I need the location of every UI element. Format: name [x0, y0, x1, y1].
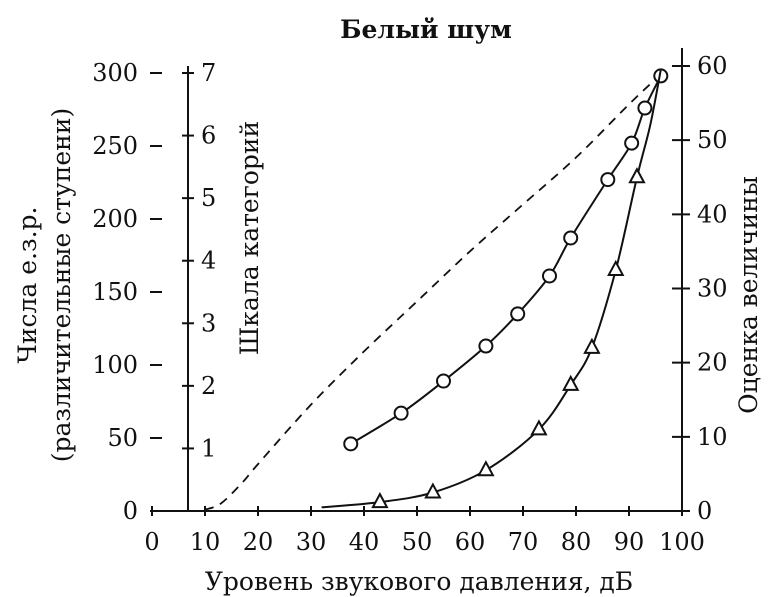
- left-axis-tick-label: 200: [92, 205, 138, 233]
- right-axis-tick-label: 10: [697, 423, 728, 451]
- triangle-data-point: [583, 337, 601, 354]
- right-axis-tick-label: 20: [697, 349, 728, 377]
- x-axis-ticks: 0 10 20 30 40 50 60 70 80 90 100: [144, 506, 705, 556]
- circle-data-point: [393, 405, 409, 421]
- right-axis-tick-label: 40: [697, 200, 728, 228]
- category-axis-tick-label: 6: [201, 122, 216, 150]
- x-axis-tick-label: 60: [455, 528, 486, 556]
- right-axis-tick-label: 50: [697, 126, 728, 154]
- x-axis-tick-label: 90: [614, 528, 645, 556]
- triangle-data-point: [477, 460, 495, 477]
- series-right-line: [321, 69, 662, 509]
- left-axis-tick-label: 250: [92, 132, 138, 160]
- series-layer: [204, 68, 669, 511]
- triangle-data-point: [371, 491, 389, 509]
- x-axis-label: Уровень звукового давления, дБ: [205, 567, 633, 596]
- x-axis-tick-label: 50: [402, 528, 433, 556]
- left-axis-label-line2: (различительные ступени): [47, 108, 76, 463]
- triangle-data-point: [424, 482, 442, 499]
- category-axis-tick-label: 2: [201, 372, 216, 400]
- left-axis-tick-label: 0: [123, 497, 138, 525]
- x-axis-tick-label: 20: [243, 528, 274, 556]
- series-left-line: [350, 75, 662, 445]
- x-axis-tick-label: 30: [296, 528, 327, 556]
- left-axis-tick-label: 150: [92, 278, 138, 306]
- left-axis-tick-label: 100: [92, 351, 138, 379]
- left-axis-tick-label: 50: [107, 424, 138, 452]
- category-axis-tick-label: 7: [201, 59, 216, 87]
- circle-data-point: [563, 230, 579, 246]
- triangle-data-point: [562, 374, 580, 391]
- circle-data-point: [653, 68, 669, 84]
- x-axis-tick-label: 80: [561, 528, 592, 556]
- x-axis-tick-label: 40: [349, 528, 380, 556]
- category-axis-tick-label: 1: [201, 434, 216, 462]
- x-axis-tick-label: 100: [659, 528, 705, 556]
- category-axis-tick-label: 4: [201, 247, 216, 275]
- circle-data-point: [436, 373, 451, 389]
- circle-data-point: [510, 306, 526, 322]
- circle-data-point: [600, 172, 616, 188]
- chart-title: Белый шум: [340, 15, 512, 44]
- circle-data-point: [343, 436, 359, 452]
- category-axis-label: Шкала категорий: [235, 121, 264, 355]
- series-category-line: [204, 78, 657, 511]
- category-axis-tick-label: 3: [201, 309, 216, 337]
- x-axis-tick-label: 10: [190, 528, 221, 556]
- right-axis-tick-label: 30: [697, 275, 728, 303]
- circle-data-point: [624, 135, 640, 151]
- right-axis-tick-label: 0: [697, 497, 712, 525]
- right-axis-ticks: 0 10 20 30 40 50 60: [672, 52, 728, 525]
- x-axis-tick-label: 0: [144, 528, 159, 556]
- triangle-data-point: [530, 419, 548, 436]
- circle-data-point: [478, 338, 494, 354]
- left-axis-ticks: 0 50 100 150 200 250 300: [92, 59, 162, 525]
- circle-data-point: [637, 100, 653, 116]
- circle-data-point: [542, 268, 557, 284]
- triangle-data-point: [607, 259, 625, 276]
- triangle-data-point: [628, 167, 646, 184]
- category-axis-tick-label: 5: [201, 184, 216, 212]
- left-axis-tick-label: 300: [92, 59, 138, 87]
- right-axis-tick-label: 60: [697, 52, 728, 80]
- left-axis-label-line1: Числа е.з.р.: [13, 207, 42, 364]
- category-axis-ticks: 1 2 3 4 5 6 7: [182, 59, 216, 462]
- x-axis-tick-label: 70: [508, 528, 539, 556]
- right-axis-label: Оценка величины: [734, 176, 763, 414]
